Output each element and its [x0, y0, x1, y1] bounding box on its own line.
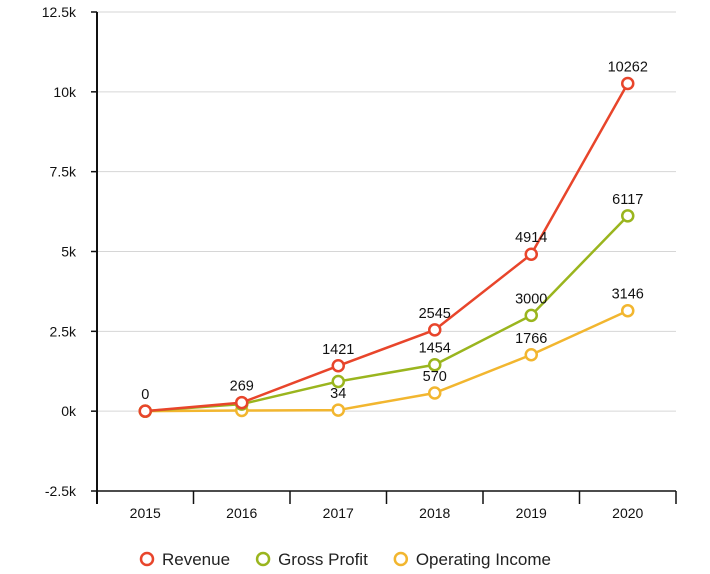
data-label: 1766 [515, 331, 547, 347]
data-label: 269 [230, 379, 254, 395]
data-point [331, 359, 345, 373]
y-tick-label: 5k [61, 244, 77, 260]
data-label: 6117 [612, 192, 643, 208]
data-label: 0 [141, 387, 149, 403]
data-point [331, 374, 345, 389]
data-point [524, 308, 538, 323]
series-line-gross-profit [145, 214, 629, 413]
data-label: 3146 [612, 287, 644, 303]
data-label: 2545 [419, 306, 451, 322]
data-point [428, 357, 442, 372]
y-tick-label: 7.5k [50, 164, 77, 180]
data-point [524, 348, 538, 362]
x-tick-label: 2017 [323, 505, 354, 521]
x-tick-label: 2020 [612, 505, 643, 521]
legend-label: Operating Income [416, 550, 551, 569]
data-point [138, 404, 152, 418]
data-point [524, 247, 538, 261]
data-label: 1421 [322, 342, 354, 358]
series [138, 76, 635, 418]
y-tick-label: 12.5k [42, 4, 77, 20]
axes: -2.5k 0k 2.5k 5k 7.5k 10k 12.5k 2015 2016 2017 201… [42, 4, 677, 521]
data-label: 10262 [608, 59, 648, 75]
legend-marker [139, 551, 155, 567]
data-point [428, 323, 442, 337]
gridlines [97, 11, 676, 412]
data-point [331, 403, 345, 417]
y-tick-label: -2.5k [45, 483, 77, 499]
legend-marker [393, 551, 409, 567]
y-tick-label: 0k [61, 403, 77, 419]
data-point [428, 386, 442, 400]
y-tick-label: 10k [53, 84, 77, 100]
x-tick-label: 2019 [516, 505, 547, 521]
legend-marker [255, 551, 271, 567]
x-tick-label: 2018 [419, 505, 450, 521]
series-line-operating-income [145, 309, 629, 413]
data-label: 1454 [419, 341, 451, 357]
data-label: 4914 [515, 230, 547, 246]
data-label: 570 [423, 369, 447, 385]
legend: Revenue Gross Profit Operating Income [139, 550, 551, 569]
data-point [621, 76, 635, 91]
data-label: 3000 [515, 291, 547, 307]
x-tick-label: 2016 [226, 505, 257, 521]
x-tick-label: 2015 [130, 505, 161, 521]
data-point [621, 209, 635, 223]
legend-label: Gross Profit [278, 550, 368, 569]
series-line-revenue [145, 82, 629, 413]
legend-label: Revenue [162, 550, 230, 569]
data-point [235, 395, 249, 410]
data-point [621, 303, 635, 318]
y-tick-label: 2.5k [50, 323, 77, 339]
data-label: 34 [330, 386, 346, 402]
data-labels: 0 269 1421 2545 4914 10262 1454 3000 6117 34 570 17… [141, 59, 648, 403]
